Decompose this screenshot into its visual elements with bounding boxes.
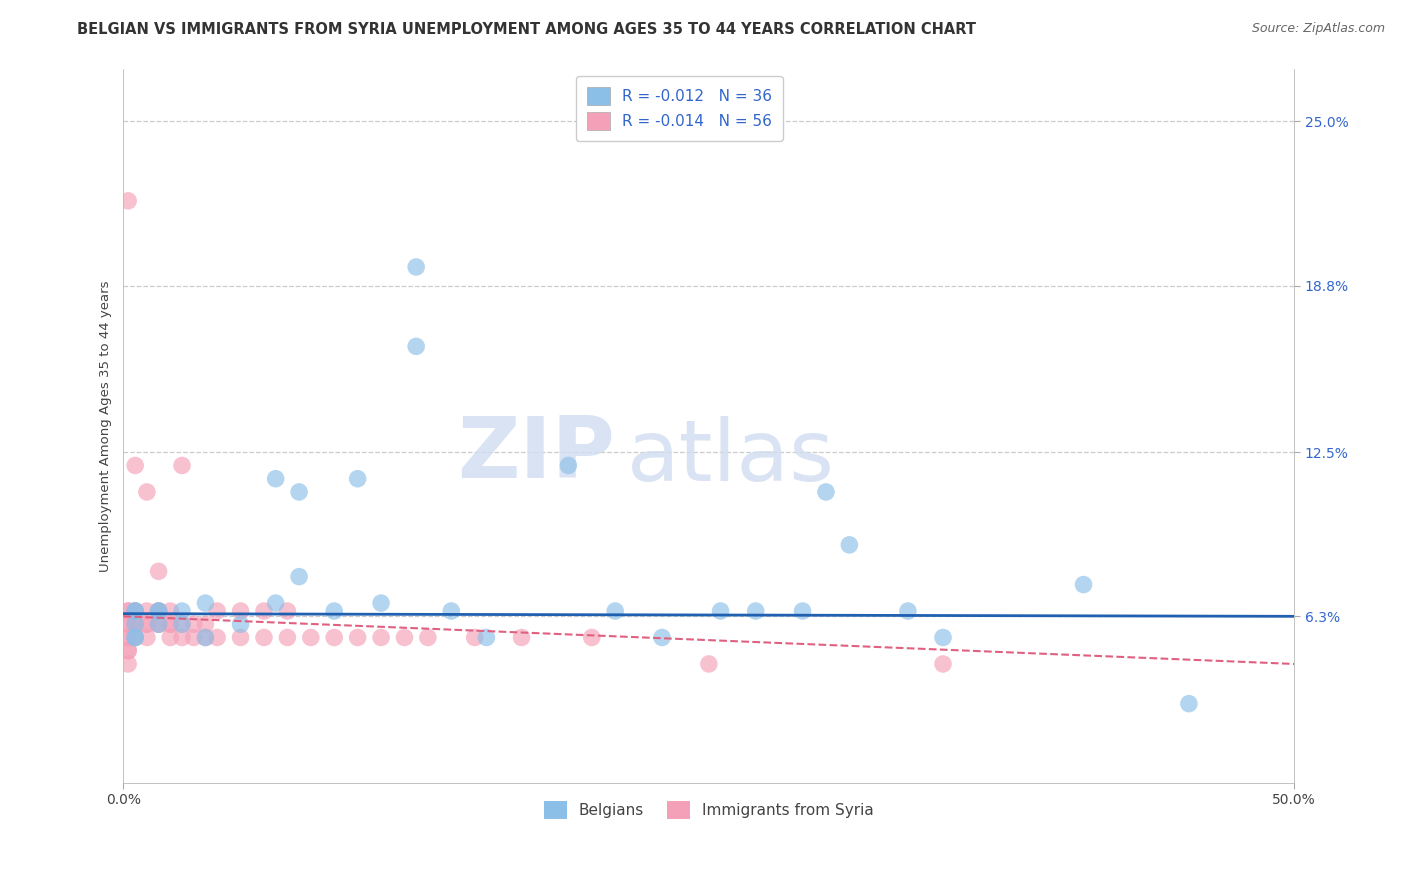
Point <box>264 472 287 486</box>
Point <box>159 617 181 632</box>
Point <box>370 596 392 610</box>
Point <box>697 657 720 671</box>
Point <box>148 617 170 632</box>
Point <box>229 617 252 632</box>
Point <box>117 631 139 645</box>
Point <box>932 631 955 645</box>
Point <box>710 604 733 618</box>
Point <box>276 631 298 645</box>
Point <box>323 604 346 618</box>
Point <box>264 596 287 610</box>
Point <box>276 604 298 618</box>
Point <box>148 565 170 579</box>
Point <box>148 604 170 618</box>
Point <box>135 604 157 618</box>
Point <box>148 604 170 618</box>
Legend: Belgians, Immigrants from Syria: Belgians, Immigrants from Syria <box>537 795 880 825</box>
Point <box>288 485 311 500</box>
Point <box>194 617 217 632</box>
Point <box>117 617 139 632</box>
Point <box>148 617 170 632</box>
Point <box>205 604 228 618</box>
Point <box>229 604 252 618</box>
Point <box>557 458 579 473</box>
Point <box>124 617 146 632</box>
Point <box>124 631 146 645</box>
Point <box>124 458 146 473</box>
Point <box>135 485 157 500</box>
Point <box>897 604 920 618</box>
Point <box>651 631 673 645</box>
Point <box>159 617 181 632</box>
Point <box>148 604 170 618</box>
Point <box>194 631 217 645</box>
Point <box>932 657 955 671</box>
Point <box>117 617 139 632</box>
Point <box>159 631 181 645</box>
Point <box>792 604 814 618</box>
Point <box>253 631 276 645</box>
Text: atlas: atlas <box>627 417 835 500</box>
Point <box>170 604 193 618</box>
Point <box>416 631 439 645</box>
Point <box>1073 577 1095 591</box>
Text: ZIP: ZIP <box>457 413 616 496</box>
Point <box>135 631 157 645</box>
Point <box>124 631 146 645</box>
Point <box>124 604 146 618</box>
Point <box>440 604 463 618</box>
Text: BELGIAN VS IMMIGRANTS FROM SYRIA UNEMPLOYMENT AMONG AGES 35 TO 44 YEARS CORRELAT: BELGIAN VS IMMIGRANTS FROM SYRIA UNEMPLO… <box>77 22 976 37</box>
Point <box>170 458 193 473</box>
Point <box>475 631 498 645</box>
Point <box>148 617 170 632</box>
Point <box>346 631 368 645</box>
Point <box>183 617 205 632</box>
Point <box>148 604 170 618</box>
Point <box>117 604 139 618</box>
Y-axis label: Unemployment Among Ages 35 to 44 years: Unemployment Among Ages 35 to 44 years <box>100 280 112 572</box>
Point <box>117 194 139 208</box>
Point <box>299 631 322 645</box>
Point <box>464 631 486 645</box>
Point <box>117 644 139 658</box>
Point <box>124 604 146 618</box>
Point <box>405 339 427 353</box>
Point <box>159 604 181 618</box>
Point <box>838 538 860 552</box>
Point <box>288 569 311 583</box>
Point <box>194 596 217 610</box>
Point <box>205 631 228 645</box>
Point <box>814 485 837 500</box>
Point <box>253 604 276 618</box>
Point <box>229 631 252 645</box>
Point <box>124 617 146 632</box>
Point <box>117 604 139 618</box>
Point <box>117 657 139 671</box>
Point <box>405 260 427 274</box>
Point <box>744 604 766 618</box>
Point <box>124 617 146 632</box>
Point <box>394 631 416 645</box>
Point <box>370 631 392 645</box>
Point <box>510 631 533 645</box>
Point <box>170 617 193 632</box>
Point <box>605 604 627 618</box>
Point <box>124 604 146 618</box>
Text: Source: ZipAtlas.com: Source: ZipAtlas.com <box>1251 22 1385 36</box>
Point <box>194 631 217 645</box>
Point <box>323 631 346 645</box>
Point <box>183 631 205 645</box>
Point <box>135 617 157 632</box>
Point <box>117 644 139 658</box>
Point <box>170 617 193 632</box>
Point <box>1178 697 1201 711</box>
Point <box>135 617 157 632</box>
Point <box>581 631 603 645</box>
Point <box>124 604 146 618</box>
Point <box>170 631 193 645</box>
Point <box>117 631 139 645</box>
Point <box>124 631 146 645</box>
Point <box>346 472 368 486</box>
